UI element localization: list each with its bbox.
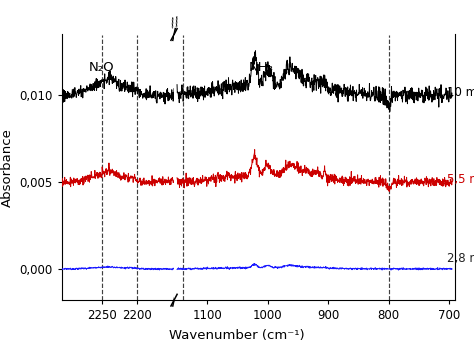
Text: 5,5 mA: 5,5 mA bbox=[447, 173, 474, 186]
Text: Wavenumber (cm⁻¹): Wavenumber (cm⁻¹) bbox=[169, 328, 305, 342]
Y-axis label: Absorbance: Absorbance bbox=[0, 128, 14, 207]
Text: 2,8 mA: 2,8 mA bbox=[447, 252, 474, 265]
Text: //: // bbox=[169, 14, 180, 29]
Text: 10 mA: 10 mA bbox=[447, 86, 474, 99]
Text: NH₃: NH₃ bbox=[249, 61, 274, 73]
Text: N₂O: N₂O bbox=[88, 61, 114, 73]
